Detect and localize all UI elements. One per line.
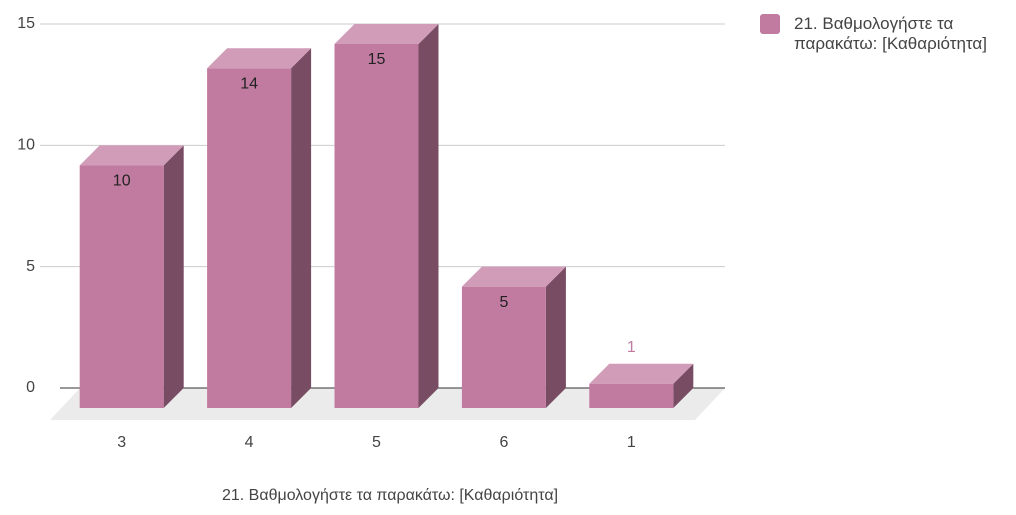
- x-tick-label: 6: [499, 434, 508, 451]
- y-tick-label: 10: [17, 137, 35, 154]
- bar-side: [673, 363, 694, 408]
- bar: [334, 44, 419, 408]
- legend-swatch: [760, 14, 780, 34]
- bar-top: [207, 48, 312, 69]
- bar: [79, 165, 164, 408]
- bar-top: [589, 363, 694, 384]
- data-label: 1: [627, 339, 636, 356]
- bar: [461, 286, 546, 408]
- bar-top: [79, 145, 184, 166]
- bar-side: [418, 24, 439, 408]
- y-tick-label: 15: [17, 15, 35, 32]
- legend: 21. Βαθμολογήστε τα παρακάτω: [Καθαριότη…: [760, 14, 1010, 54]
- x-tick-label: 3: [117, 434, 126, 451]
- bar-top: [334, 24, 439, 44]
- bar-side: [163, 145, 184, 409]
- y-tick-label: 5: [26, 258, 35, 275]
- data-label: 5: [499, 294, 508, 311]
- x-tick-label: 1: [627, 434, 636, 451]
- legend-label: 21. Βαθμολογήστε τα παρακάτω: [Καθαριότη…: [794, 14, 987, 53]
- bar: [207, 68, 292, 409]
- x-tick-label: 5: [372, 434, 381, 451]
- bar-side: [545, 266, 566, 408]
- bar: [589, 383, 674, 408]
- data-label: 14: [240, 75, 258, 92]
- y-tick-label: 0: [26, 379, 35, 396]
- x-axis-title: 21. Βαθμολογήστε τα παρακάτω: [Καθαριότη…: [222, 487, 558, 504]
- x-tick-label: 4: [245, 434, 254, 451]
- data-label: 15: [368, 51, 386, 68]
- bar-top: [461, 266, 566, 287]
- data-label: 10: [113, 173, 131, 190]
- bar-side: [291, 48, 312, 409]
